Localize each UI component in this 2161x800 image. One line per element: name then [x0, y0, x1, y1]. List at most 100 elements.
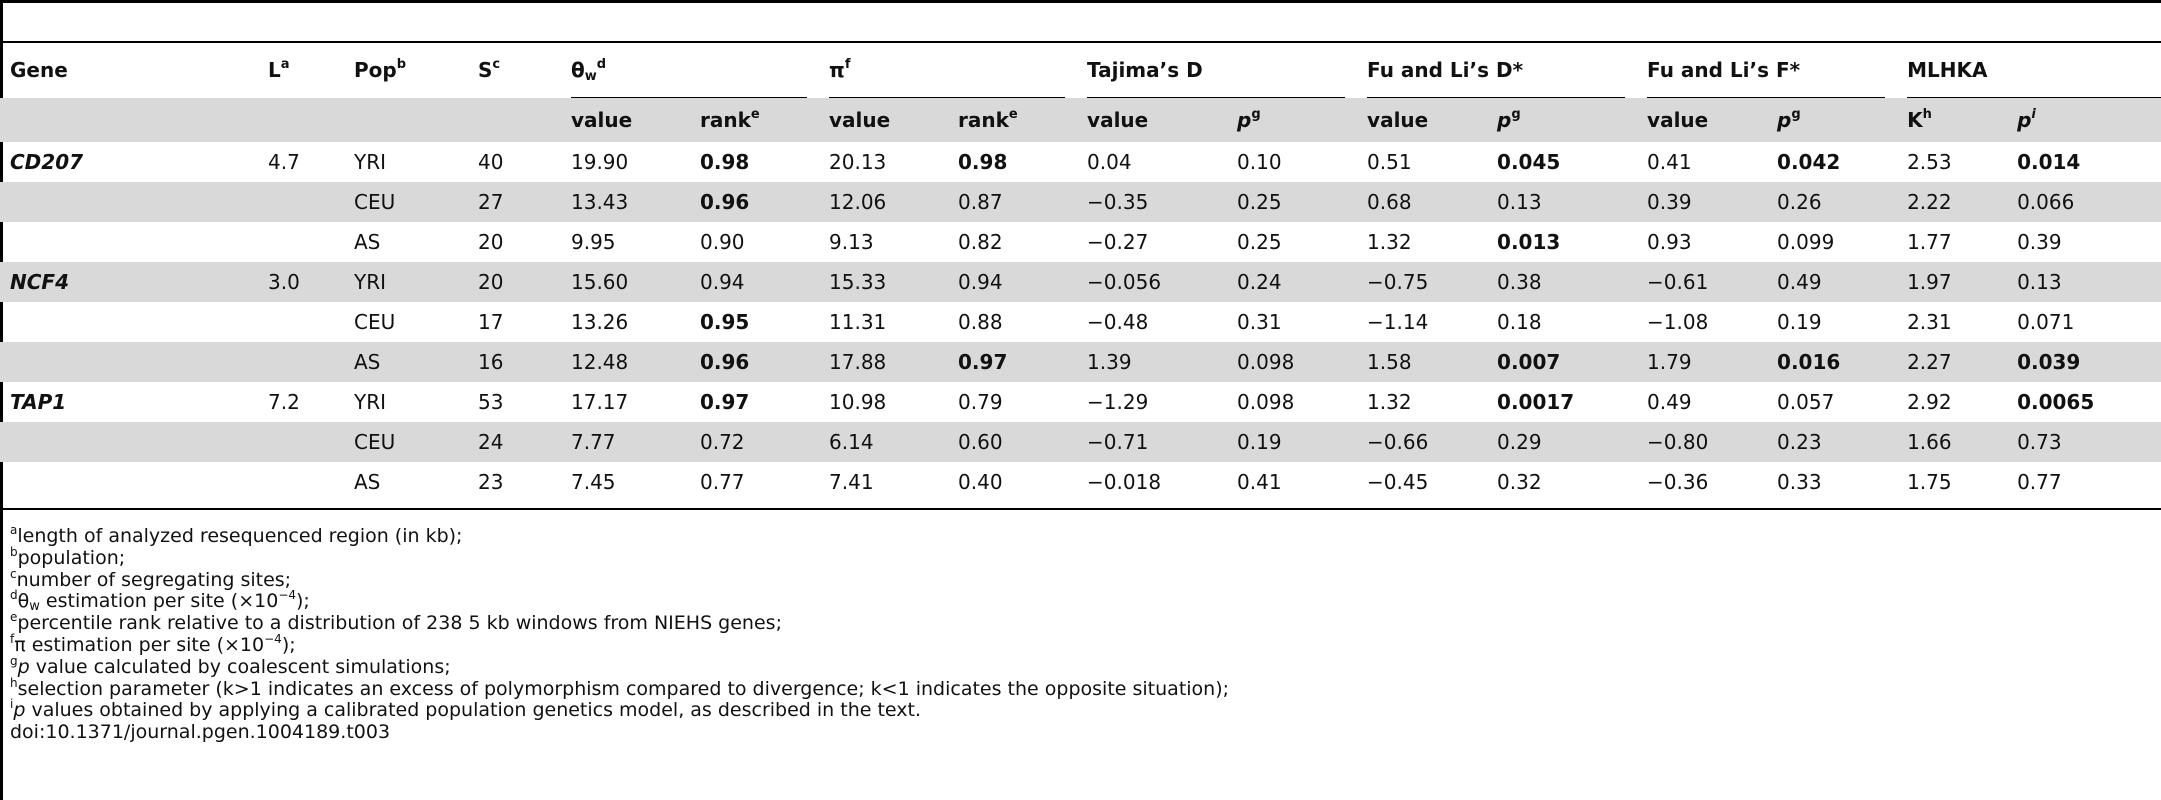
table-cell: YRI [354, 150, 387, 174]
col-gene: Gene [10, 58, 68, 82]
table-row: CD207 4.7 YRI 40 19.90 0.98 20.13 0.98 0.04 0.10 0… [0, 142, 2161, 182]
subcol-fuli-f-p: pg [1767, 98, 1898, 142]
table-cell: −0.056 [1077, 262, 1228, 302]
table-cell: 0.49 [1767, 262, 1898, 302]
footnote-g: gp value calculated by coalescent simula… [10, 653, 451, 678]
table-cell: −0.71 [1077, 422, 1228, 462]
table-cell: 0.19 [1227, 422, 1358, 462]
footnote-d: dθw estimation per site (×10−4); [10, 588, 310, 615]
table-cell: 1.58 [1357, 342, 1488, 382]
table-cell: 0.066 [2007, 182, 2161, 222]
table-cell [258, 222, 344, 262]
table-cell: 12.48 [561, 342, 690, 382]
table-row: CEU 27 13.43 0.96 12.06 0.87 −0.35 0.25 0.68 0.13… [0, 182, 2161, 222]
table-cell: 20 [478, 230, 504, 254]
table-cell: 0.97 [948, 342, 1078, 382]
table-cell: 7.45 [571, 470, 616, 494]
table-cell: YRI [344, 262, 468, 302]
table-row: NCF4 3.0 YRI 20 15.60 0.94 15.33 0.94 −0.056 0.24… [0, 262, 2161, 302]
table-cell: 0.25 [1237, 230, 1282, 254]
table-cell: 0.96 [690, 342, 820, 382]
table-cell: 53 [478, 390, 504, 414]
table-cell: 9.95 [571, 230, 616, 254]
group-pi: πf [819, 42, 1077, 98]
table-cell: −0.61 [1637, 262, 1768, 302]
table-cell: 0.73 [2007, 422, 2161, 462]
table-cell: 0.38 [1487, 262, 1638, 302]
table-cell: 13.43 [561, 182, 690, 222]
table-cell: 20.13 [829, 150, 887, 174]
table-cell: 0.68 [1357, 182, 1488, 222]
footnote-c: cnumber of segregating sites; [10, 566, 292, 591]
table-cell: −0.35 [1077, 182, 1228, 222]
table-cell: 0.49 [1647, 390, 1692, 414]
subcol-tajima-p: pg [1227, 98, 1358, 142]
table-cell: 0.88 [958, 310, 1003, 334]
table-cell: 0.014 [2017, 150, 2081, 174]
gene-cell: NCF4 [0, 262, 258, 302]
subcol-fuli-d-value: value [1357, 98, 1488, 142]
group-fu-li-f: Fu and Li’s F* [1637, 42, 1897, 98]
table-cell: −0.45 [1367, 470, 1429, 494]
table-cell: 19.90 [571, 150, 629, 174]
table-cell: 0.23 [1767, 422, 1898, 462]
group-fu-li-d: Fu and Li’s D* [1357, 42, 1637, 98]
table-cell: 1.39 [1077, 342, 1228, 382]
subcol-pi-rank: ranke [948, 98, 1078, 142]
table-cell: 0.94 [948, 262, 1078, 302]
table-cell: 6.14 [819, 422, 949, 462]
table-cell: 0.39 [1637, 182, 1768, 222]
table-cell: 24 [468, 422, 561, 462]
table-cell: 2.92 [1907, 390, 1952, 414]
table-cell: 2.22 [1897, 182, 2008, 222]
table-cell: AS [344, 342, 468, 382]
footnote-i: ip values obtained by applying a calibra… [10, 697, 922, 722]
footnote-b: bpopulation; [10, 544, 126, 569]
table-cell: 4.7 [268, 150, 300, 174]
table-cell: −1.29 [1087, 390, 1149, 414]
table-cell: 3.0 [258, 262, 344, 302]
table-cell: 16 [468, 342, 561, 382]
table-cell: 0.013 [1497, 230, 1561, 254]
table-cell: 0.41 [1237, 470, 1282, 494]
table-cell: 0.29 [1487, 422, 1638, 462]
table-cell: 0.32 [1497, 470, 1542, 494]
subcol-pi-value: value [819, 98, 949, 142]
table-cell: 23 [478, 470, 504, 494]
table-cell: 0.79 [958, 390, 1003, 414]
table-cell: 0.94 [690, 262, 820, 302]
table-cell: 0.25 [1227, 182, 1358, 222]
table-row: AS 20 9.95 0.90 9.13 0.82 −0.27 0.25 1.32 0.013 0.… [0, 222, 2161, 262]
subcol-mlhka-p: pi [2007, 98, 2161, 142]
gene-cell [0, 302, 258, 342]
table-row: AS 23 7.45 0.77 7.41 0.40 −0.018 0.41 −0.45 0.32 −… [0, 462, 2161, 502]
header-row-subcols: value ranke value ranke value pg value p… [0, 98, 2161, 142]
table-cell: CEU [354, 310, 396, 334]
table-cell: 1.97 [1897, 262, 2008, 302]
table-body: CD207 4.7 YRI 40 19.90 0.98 20.13 0.98 0.04 0.10 0… [0, 142, 2161, 502]
table-row: CEU 17 13.26 0.95 11.31 0.88 −0.48 0.31 −1.14 0.1… [0, 302, 2161, 342]
table-cell: −0.36 [1647, 470, 1709, 494]
table-row: CEU 24 7.77 0.72 6.14 0.60 −0.71 0.19 −0.66 0.29−… [0, 422, 2161, 462]
table-cell: 7.41 [829, 470, 874, 494]
left-border [0, 0, 3, 800]
subcol-tajima-value: value [1077, 98, 1228, 142]
table-cell: 40 [478, 150, 504, 174]
table-cell: 0.071 [2017, 310, 2075, 334]
gene-cell [0, 342, 258, 382]
table-cell [258, 182, 344, 222]
table-cell: 0.87 [948, 182, 1078, 222]
table-cell: 1.79 [1637, 342, 1768, 382]
table-cell: 0.39 [2017, 230, 2062, 254]
table-cell: AS [354, 230, 381, 254]
table-row: TAP1 7.2 YRI 53 17.17 0.97 10.98 0.79 −1.29 0.098… [0, 382, 2161, 422]
table-cell: 0.007 [1487, 342, 1638, 382]
table-cell: 0.41 [1647, 150, 1692, 174]
table-cell: CEU [344, 422, 468, 462]
table-cell: 17 [478, 310, 504, 334]
table-cell: 7.77 [561, 422, 690, 462]
table-cell: 0.04 [1087, 150, 1132, 174]
table-cell: 0.98 [958, 150, 1008, 174]
subcol-mlhka-k: Kh [1897, 98, 2008, 142]
table-cell: 0.10 [1237, 150, 1282, 174]
